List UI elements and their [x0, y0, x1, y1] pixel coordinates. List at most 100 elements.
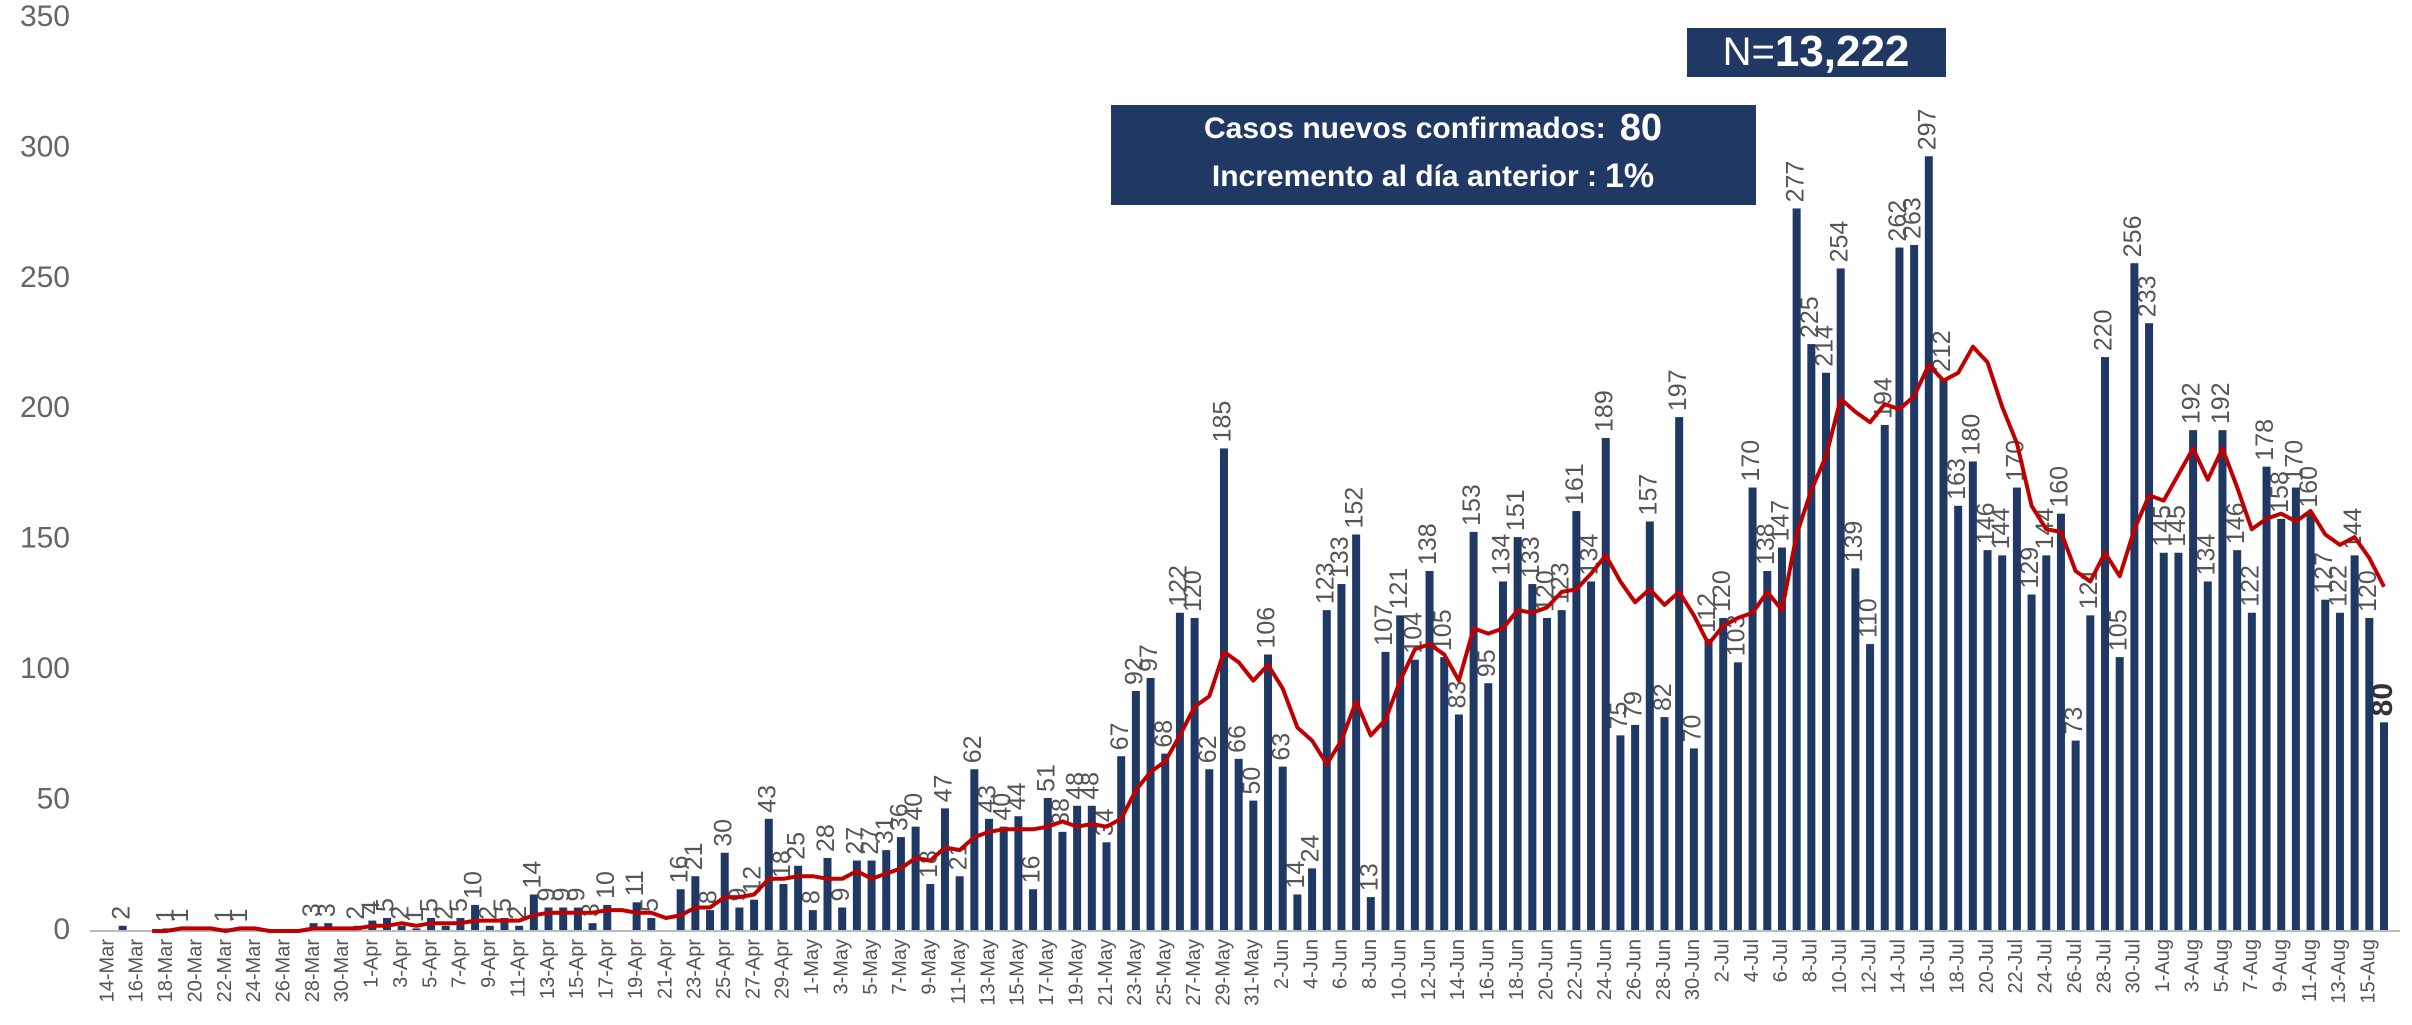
data-label: 197: [1664, 369, 1692, 411]
bar: [544, 907, 553, 931]
x-tick-label: 9-May: [919, 939, 941, 995]
bar: [1410, 659, 1419, 931]
x-tick-label: 24-Jul: [2035, 939, 2057, 993]
x-tick-label: 9-Aug: [2269, 939, 2291, 992]
x-tick-label: 12-Jun: [1418, 939, 1440, 1000]
data-label: 12: [739, 866, 767, 894]
bar: [397, 925, 406, 931]
x-tick-label: 28-Jul: [2093, 939, 2115, 993]
bar: [1146, 677, 1155, 931]
data-label: 2: [504, 906, 532, 920]
bar: [1777, 547, 1786, 931]
data-label: 8: [695, 890, 723, 904]
bar: [1543, 617, 1552, 931]
bar: [118, 925, 127, 931]
bar: [1131, 691, 1140, 931]
data-label: 47: [930, 775, 958, 803]
bar: [1748, 487, 1757, 931]
x-tick-label: 10-Jun: [1388, 939, 1410, 1000]
data-label: 2: [107, 906, 135, 920]
bar: [1983, 550, 1992, 931]
bar: [1763, 571, 1772, 931]
x-tick-label: 14-Mar: [96, 939, 118, 1003]
data-label: 120: [1708, 570, 1736, 612]
bar: [1454, 714, 1463, 931]
x-tick-label: 30-Jun: [1682, 939, 1704, 1000]
y-tick-label: 250: [20, 261, 70, 294]
bar: [2056, 513, 2065, 931]
x-tick-label: 30-Jul: [2123, 939, 2145, 993]
bar: [1954, 505, 1963, 931]
data-label: 5: [489, 898, 517, 912]
bar: [1616, 735, 1625, 931]
bar: [1792, 208, 1801, 931]
x-tick-label: 22-Mar: [214, 939, 236, 1003]
data-label: 2: [430, 906, 458, 920]
x-tick-label: 15-Apr: [566, 939, 588, 999]
bar: [2130, 263, 2139, 932]
bar: [808, 910, 817, 931]
bar: [2159, 552, 2168, 931]
x-tick-label: 8-Jul: [1800, 939, 1822, 982]
x-tick-label: 20-Mar: [184, 939, 206, 1003]
bar: [471, 904, 480, 931]
bar: [2203, 581, 2212, 931]
bar: [1029, 889, 1038, 931]
x-tick-label: 2-Jun: [1271, 939, 1293, 989]
bar: [852, 860, 861, 931]
bar: [2262, 466, 2271, 931]
data-label: 277: [1781, 161, 1809, 203]
bar: [2277, 518, 2286, 931]
data-label: 28: [812, 824, 840, 852]
x-tick-label: 5-May: [860, 939, 882, 995]
data-label: 44: [1003, 782, 1031, 810]
x-tick-label: 26-Mar: [272, 939, 294, 1003]
data-label: 123: [1546, 562, 1574, 604]
x-tick-label: 1-Apr: [361, 939, 383, 988]
bar: [1425, 571, 1434, 931]
bar: [1660, 717, 1669, 931]
x-tick-label: 22-Jun: [1565, 939, 1587, 1000]
x-tick-label: 26-Jul: [2064, 939, 2086, 993]
y-tick-label: 0: [53, 913, 70, 946]
bar: [1073, 805, 1082, 931]
data-label: 40: [900, 793, 928, 821]
x-tick-label: 4-Jun: [1300, 939, 1322, 989]
x-tick-label: 3-Apr: [390, 939, 412, 988]
data-label: 2: [386, 906, 414, 920]
data-label: 138: [1414, 523, 1442, 565]
data-label: 161: [1561, 463, 1589, 505]
bar: [882, 850, 891, 931]
moving-average-line: [152, 344, 2386, 933]
data-label: 10: [460, 871, 488, 899]
bar: [588, 923, 597, 931]
total-text: N=13,222: [1723, 27, 1910, 76]
x-tick-label: 2-Jul: [1712, 939, 1734, 982]
data-label: 31: [871, 816, 899, 844]
bar: [911, 826, 920, 931]
data-label: 297: [1913, 109, 1941, 151]
bar: [1631, 724, 1640, 931]
data-label: 145: [2163, 505, 2191, 547]
bar: [2027, 594, 2036, 931]
total-value: 13,222: [1775, 27, 1910, 76]
data-label: 92: [1120, 657, 1148, 685]
data-label: 5: [445, 898, 473, 912]
x-tick-label: 29-May: [1212, 939, 1234, 1006]
data-label: 134: [1488, 534, 1516, 576]
bar: [1557, 610, 1566, 931]
bar: [1058, 831, 1067, 931]
bar: [985, 818, 994, 931]
bar: [1645, 521, 1654, 931]
data-label: 157: [1634, 474, 1662, 516]
data-label: 122: [1165, 565, 1193, 607]
x-tick-label: 11-Aug: [2299, 939, 2321, 1002]
x-tick-label: 5-Aug: [2211, 939, 2233, 992]
x-tick-label: 31-May: [1242, 939, 1264, 1006]
x-tick-label: 29-Apr: [772, 939, 794, 999]
x-tick-label: 1-Aug: [2152, 939, 2174, 992]
data-label: 3: [313, 903, 341, 917]
x-tick-label: 21-May: [1095, 939, 1117, 1006]
x-tick-label: 26-Jun: [1623, 939, 1645, 1000]
